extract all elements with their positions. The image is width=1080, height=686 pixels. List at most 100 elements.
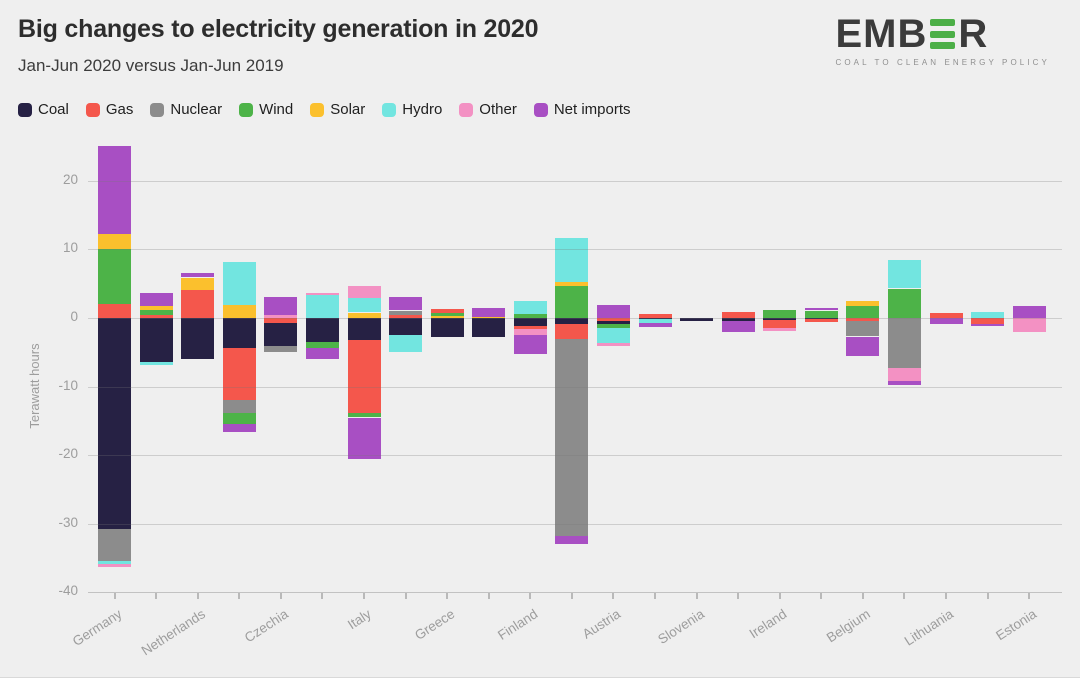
legend-item-coal: Coal [18, 101, 69, 118]
legend-label: Wind [259, 101, 294, 118]
x-axis-tick [986, 592, 989, 599]
x-axis-tick [529, 592, 532, 599]
y-axis-tick-20: 20 [62, 171, 78, 187]
gridline--20 [88, 455, 1062, 457]
page-subtitle: Jan-Jun 2020 versus Jan-Jun 2019 [18, 56, 284, 75]
bar-segment-other [98, 564, 132, 567]
bar-segment-nuclear [555, 338, 589, 537]
logo-text-suffix: R [958, 12, 989, 56]
bar-segment-solar [347, 312, 381, 318]
x-axis-tick [238, 592, 241, 599]
bar-segment-hydro [555, 237, 589, 283]
legend-label: Hydro [402, 101, 443, 118]
bar-segment-gas [638, 313, 672, 318]
bar-segment-solar [98, 233, 132, 250]
bar-segment-solar [472, 316, 506, 318]
bar-segment-other [596, 343, 630, 347]
ember-logo-e-icon [930, 19, 956, 49]
bar-segment-net-imports [721, 321, 755, 333]
x-axis-label-ireland: Ireland [746, 606, 790, 642]
bar-segment-other [887, 368, 921, 382]
bar-segment-net-imports [555, 536, 589, 545]
bar-segment-hydro [139, 361, 173, 366]
legend-swatch-icon [85, 102, 100, 117]
bar-segment-nuclear [98, 528, 132, 561]
bar-segment-nuclear [887, 318, 921, 369]
bar-segment-net-imports [1012, 305, 1046, 318]
bar-segment-gas [98, 303, 132, 318]
legend-label: Nuclear [170, 101, 223, 118]
x-axis-tick [778, 592, 781, 599]
gridline--30 [88, 523, 1062, 525]
x-axis-tick [612, 592, 615, 599]
bar-segment-wind [139, 309, 173, 316]
bar-segment-gas [721, 311, 755, 318]
x-axis-label-italy: Italy [345, 606, 375, 633]
x-axis-tick [487, 592, 490, 599]
legend-label: Solar [330, 101, 366, 118]
ember-logo-wordmark: EMB R [835, 14, 1050, 54]
bar-segment-gas [264, 318, 298, 323]
bar-segment-gas [846, 318, 880, 322]
bar-segment-gas [763, 320, 797, 329]
legend-item-hydro: Hydro [382, 101, 442, 118]
bar-segment-hydro [347, 298, 381, 313]
bar-segment-gas [929, 313, 963, 318]
legend-item-gas: Gas [85, 101, 133, 118]
gridline-10 [88, 249, 1062, 251]
bar-segment-net-imports [638, 322, 672, 327]
x-axis-tick [654, 592, 656, 599]
logo-text-prefix: EMB [835, 12, 928, 56]
bar-segment-hydro [971, 311, 1005, 318]
gridline--10 [88, 386, 1062, 388]
gridline-0 [88, 318, 1062, 319]
x-axis-tick [945, 592, 947, 599]
bar-segment-hydro [305, 294, 339, 318]
bar-segment-wind [98, 249, 132, 304]
x-axis-label-lithuania: Lithuania [901, 606, 957, 649]
bar-segment-solar [139, 305, 173, 310]
x-axis-tick [820, 592, 823, 599]
x-axis-label-estonia: Estonia [993, 606, 1040, 644]
legend-swatch-icon [18, 102, 32, 117]
x-axis-tick [155, 592, 158, 599]
bar-segment-coal [430, 318, 464, 338]
bar-segment-net-imports [305, 348, 339, 360]
legend-label: Coal [38, 101, 69, 118]
legend-swatch-icon [150, 102, 165, 117]
x-axis-tick [695, 592, 698, 599]
legend-item-net-imports: Net imports [533, 101, 631, 118]
bar-segment-solar [222, 305, 256, 318]
bar-segment-wind [763, 309, 797, 318]
bar-segment-gas [181, 289, 215, 318]
bar-segment-net-imports [513, 334, 547, 355]
bar-segment-gas [139, 315, 173, 318]
legend-item-wind: Wind [239, 101, 293, 118]
x-axis-label-austria: Austria [580, 606, 624, 642]
x-axis-tick [321, 592, 324, 599]
x-axis-line [88, 592, 1062, 594]
bar-segment-coal [222, 318, 256, 349]
bar-segment-coal [721, 318, 755, 322]
bar-segment-coal [264, 322, 298, 347]
x-axis-tick [113, 592, 116, 599]
bar-segment-gas [513, 326, 547, 329]
bar-segment-wind [887, 288, 921, 318]
x-axis-label-belgium: Belgium [823, 606, 873, 646]
bar-segment-wind [596, 324, 630, 329]
bar-segment-wind [430, 313, 464, 316]
bar-segment-wind [846, 306, 880, 318]
legend-swatch-icon [459, 102, 474, 117]
bar-segment-net-imports [472, 307, 506, 317]
bar-segment-solar [430, 315, 464, 318]
bar-segment-nuclear [846, 321, 880, 337]
gridline-20 [88, 180, 1062, 182]
bar-segment-nuclear [389, 310, 423, 315]
bar-segment-net-imports [846, 336, 880, 356]
legend-swatch-icon [533, 102, 548, 117]
legend-item-nuclear: Nuclear [150, 101, 222, 118]
ember-logo: EMB R COAL TO CLEAN ENERGY POLICY [835, 14, 1050, 67]
bar-segment-other [763, 328, 797, 331]
